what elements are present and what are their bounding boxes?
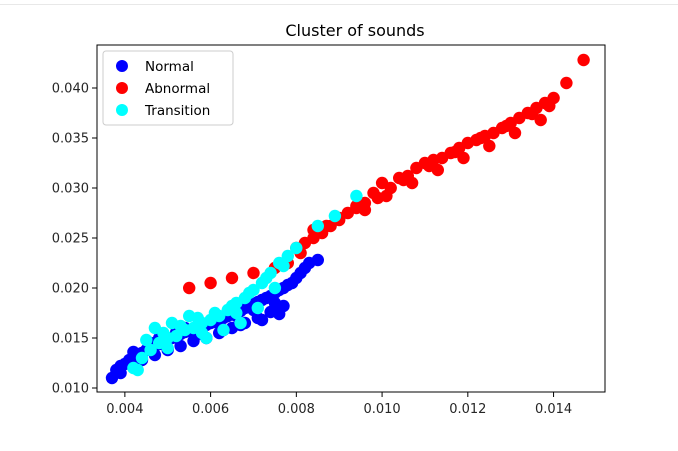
point-abnormal-47 (508, 126, 522, 140)
point-abnormal-53 (448, 145, 462, 159)
point-abnormal-3 (247, 266, 260, 280)
y-tick-label: 0.010 (52, 382, 89, 397)
x-tick-label: 0.006 (192, 402, 229, 417)
point-abnormal-37 (560, 76, 573, 90)
series-transition (127, 189, 363, 377)
point-abnormal-38 (577, 53, 590, 67)
x-tick-label: 0.008 (278, 402, 315, 417)
point-transition-33 (165, 316, 179, 330)
point-transition-38 (251, 301, 264, 315)
point-transition-40 (131, 363, 144, 377)
y-axis: 0.010 0.015 0.020 0.025 0.030 0.035 0.040 (52, 82, 97, 397)
point-transition-30 (260, 271, 273, 285)
chart-title: Cluster of sounds (285, 21, 424, 40)
x-tick-label: 0.010 (363, 402, 400, 417)
y-tick-label: 0.015 (52, 332, 89, 347)
y-tick-label: 0.030 (52, 182, 89, 197)
point-transition-36 (217, 323, 230, 337)
point-transition-34 (183, 309, 196, 323)
point-abnormal-54 (474, 131, 487, 145)
notebook-output-divider (0, 0, 678, 5)
point-abnormal-52 (423, 159, 436, 173)
point-abnormal-56 (525, 107, 539, 121)
legend-box (102, 50, 234, 126)
point-normal-52 (187, 334, 200, 348)
legend-marker-abnormal (116, 82, 128, 94)
point-abnormal-46 (483, 139, 496, 153)
point-normal-75 (114, 366, 127, 380)
y-tick-label: 0.020 (52, 282, 89, 297)
point-transition-37 (234, 316, 247, 330)
point-transition-22 (350, 189, 363, 203)
y-tick-label: 0.035 (52, 132, 89, 147)
x-tick-label: 0.012 (449, 402, 486, 417)
point-transition-32 (148, 321, 162, 335)
point-transition-18 (281, 249, 294, 263)
point-abnormal-49 (350, 199, 363, 213)
point-transition-21 (328, 209, 342, 223)
point-transition-41 (161, 341, 174, 355)
point-transition-1 (135, 351, 149, 365)
point-normal-73 (255, 313, 269, 327)
point-transition-2 (144, 343, 157, 357)
y-tick-label: 0.040 (52, 82, 89, 97)
y-tick-label: 0.025 (52, 232, 89, 247)
point-abnormal-51 (397, 173, 410, 187)
legend-label-transition: Transition (144, 103, 210, 119)
point-abnormal-59 (320, 219, 333, 233)
point-transition-27 (208, 306, 222, 320)
legend-label-normal: Normal (145, 59, 194, 75)
x-tick-label: 0.004 (106, 402, 143, 417)
point-abnormal-2 (225, 271, 239, 285)
legend-label-abnormal: Abnormal (145, 81, 210, 97)
point-transition-23 (140, 333, 153, 347)
point-transition-29 (243, 286, 256, 300)
point-normal-47 (311, 253, 324, 267)
point-normal-66 (268, 296, 282, 310)
x-tick-label: 0.014 (535, 402, 572, 417)
point-transition-5 (170, 329, 183, 343)
point-transition-19 (290, 241, 303, 255)
point-abnormal-50 (371, 191, 384, 205)
point-abnormal-48 (534, 113, 547, 127)
axes-frame (96, 44, 606, 393)
legend: Normal Abnormal Transition (102, 50, 234, 126)
point-abnormal-55 (500, 119, 513, 133)
point-transition-20 (311, 219, 324, 233)
point-normal-74 (273, 307, 286, 321)
legend-marker-normal (116, 60, 128, 72)
point-abnormal-1 (204, 276, 217, 290)
point-transition-42 (195, 326, 209, 340)
point-abnormal-57 (543, 99, 556, 113)
point-transition-39 (268, 281, 282, 295)
point-transition-31 (277, 259, 290, 273)
data-points (105, 53, 590, 385)
point-abnormal-0 (183, 281, 196, 295)
point-normal-67 (127, 345, 140, 359)
point-normal-51 (174, 339, 187, 353)
series-abnormal (183, 53, 590, 295)
x-axis: 0.004 0.006 0.008 0.010 0.012 0.014 (106, 392, 572, 417)
legend-marker-transition (116, 104, 128, 116)
point-transition-43 (230, 306, 243, 320)
